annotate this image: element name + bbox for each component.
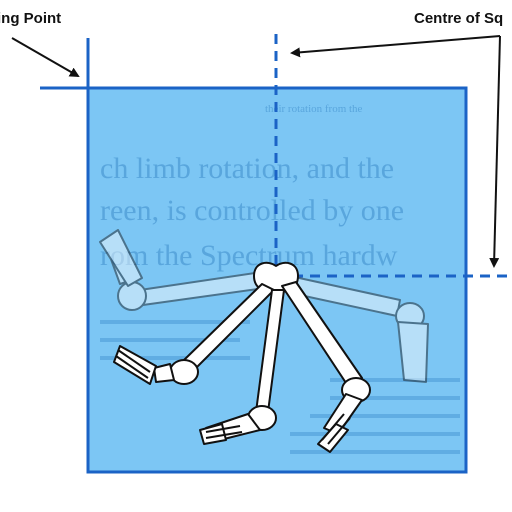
background-line-1: ch limb rotation, and the bbox=[100, 152, 394, 185]
right-femur bbox=[281, 281, 363, 387]
centre-of-square-label: Centre of Sq bbox=[414, 10, 504, 27]
centre-arrow-right bbox=[489, 35, 501, 268]
background-page-text: their rotation from the ch limb rotation… bbox=[100, 103, 460, 454]
starting-point-arrow bbox=[11, 37, 80, 77]
background-caption: their rotation from the bbox=[265, 103, 363, 115]
background-line-3: rom the Spectrum hardw bbox=[100, 239, 398, 272]
starting-point-label: ting Point bbox=[0, 10, 62, 27]
skeleton-legs-icon bbox=[99, 229, 429, 453]
faded-legs bbox=[99, 229, 429, 383]
centre-arrow-top bbox=[290, 35, 501, 58]
background-line-2: reen, is controlled by one bbox=[100, 194, 404, 227]
